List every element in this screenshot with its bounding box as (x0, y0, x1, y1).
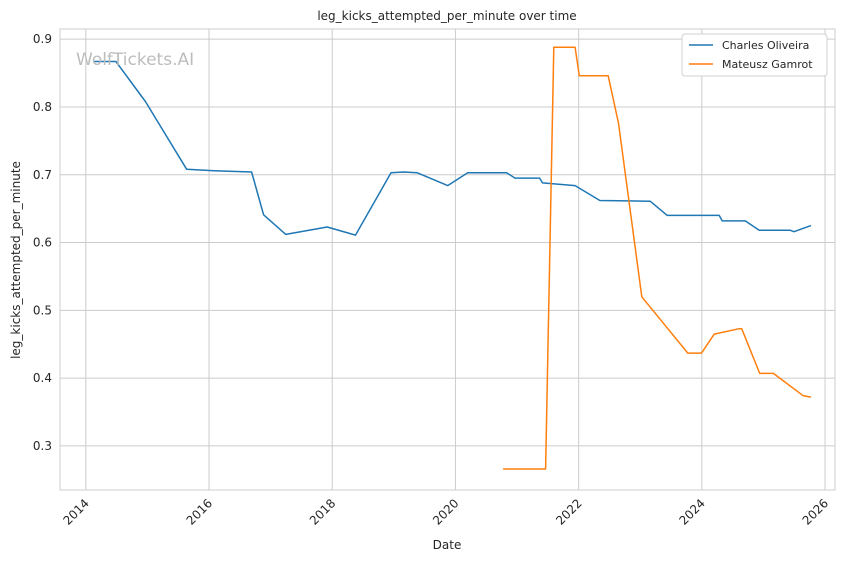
y-tick-label: 0.4 (33, 371, 52, 385)
x-tick-label: 2014 (60, 496, 91, 527)
y-tick-label: 0.9 (33, 32, 52, 46)
series-line-charles-oliveira (93, 60, 812, 236)
watermark: WolfTickets.AI (76, 50, 194, 70)
legend-box (681, 33, 828, 77)
legend-label-charles-oliveira: Charles Oliveira (722, 39, 809, 52)
x-tick-label: 2022 (553, 496, 584, 527)
legend: Charles Oliveira Mateusz Gamrot (681, 33, 828, 77)
y-tick-label: 0.3 (33, 439, 52, 453)
y-tick-label: 0.8 (33, 100, 52, 114)
x-axis-title: Date (433, 538, 462, 552)
x-tick-label: 2016 (184, 496, 215, 527)
x-tick-label: 2026 (800, 496, 831, 527)
gridlines (60, 29, 835, 490)
legend-label-mateusz-gamrot: Mateusz Gamrot (722, 58, 813, 71)
x-tick-label: 2018 (307, 496, 338, 527)
x-tick-label: 2024 (676, 496, 707, 527)
chart-title: leg_kicks_attempted_per_minute over time (317, 9, 576, 23)
y-axis-title: leg_kicks_attempted_per_minute (9, 161, 23, 359)
y-tick-label: 0.5 (33, 303, 52, 317)
y-tick-label: 0.7 (33, 168, 52, 182)
y-tick-label: 0.6 (33, 236, 52, 250)
series-lines (93, 46, 812, 470)
series-line-mateusz-gamrot (503, 46, 812, 470)
x-tick-label: 2020 (430, 496, 461, 527)
plot-area (59, 28, 836, 491)
